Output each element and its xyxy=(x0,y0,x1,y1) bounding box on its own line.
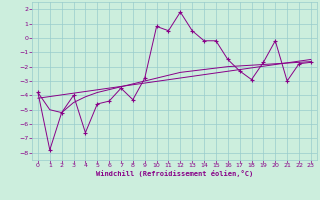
X-axis label: Windchill (Refroidissement éolien,°C): Windchill (Refroidissement éolien,°C) xyxy=(96,170,253,177)
